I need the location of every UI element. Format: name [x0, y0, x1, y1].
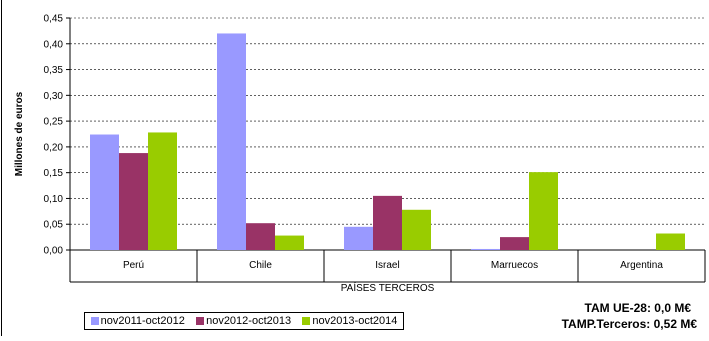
- y-tick-label: 0,10: [44, 194, 64, 205]
- x-axis-label: PAÍSES TERCEROS: [341, 281, 435, 294]
- bar: [471, 248, 500, 250]
- y-tick-label: 0,05: [44, 220, 64, 231]
- y-tick-label: 0,45: [44, 14, 64, 25]
- bar: [90, 134, 119, 250]
- legend-label-series-1: nov2011-oct2012: [100, 315, 185, 327]
- y-tick-label: 0,00: [44, 246, 64, 257]
- bar: [148, 132, 177, 250]
- legend-label-series-3: nov2013-oct2014: [312, 315, 398, 327]
- bar: [500, 237, 529, 250]
- y-tick-label: 0,25: [44, 117, 64, 128]
- bar: [373, 195, 402, 250]
- legend-label-series-2: nov2012-oct2013: [206, 315, 292, 327]
- legend-swatch-series-2: [196, 317, 205, 325]
- chart-frame-left-border: [1, 0, 2, 336]
- tam-terceros-label: TAMP.Terceros: 0,52 M€: [561, 317, 697, 331]
- bar: [344, 226, 373, 250]
- x-tick-label: Perú: [123, 260, 144, 271]
- x-tick-label: Israel: [375, 260, 399, 271]
- bar: [656, 233, 685, 250]
- y-tick-label: 0,20: [44, 142, 64, 153]
- bar: [529, 172, 558, 250]
- bar: [275, 235, 304, 250]
- y-tick-label: 0,30: [44, 91, 64, 102]
- tam-ue-label: TAM UE-28: 0,0 M€: [584, 301, 691, 315]
- y-tick-label: 0,35: [44, 65, 64, 76]
- legend-item-series-1: nov2011-oct2012: [90, 315, 185, 327]
- legend-item-series-2: nov2012-oct2013: [196, 315, 291, 327]
- x-tick-label: Chile: [249, 260, 272, 271]
- y-tick-label: 0,40: [44, 39, 64, 50]
- y-axis-label: Millones de euros: [14, 91, 25, 176]
- y-tick-label: 0,15: [44, 168, 64, 179]
- chart-legend: nov2011-oct2012 nov2012-oct2013 nov2013-…: [84, 312, 404, 330]
- bar: [119, 153, 148, 250]
- legend-swatch-series-1: [90, 317, 99, 325]
- x-tick-label: Argentina: [620, 260, 663, 271]
- bar: [402, 209, 431, 250]
- bar: [246, 223, 275, 250]
- legend-item-series-3: nov2013-oct2014: [302, 315, 397, 327]
- legend-swatch-series-3: [302, 317, 311, 325]
- x-tick-label: Marruecos: [491, 260, 538, 271]
- bar: [217, 33, 246, 250]
